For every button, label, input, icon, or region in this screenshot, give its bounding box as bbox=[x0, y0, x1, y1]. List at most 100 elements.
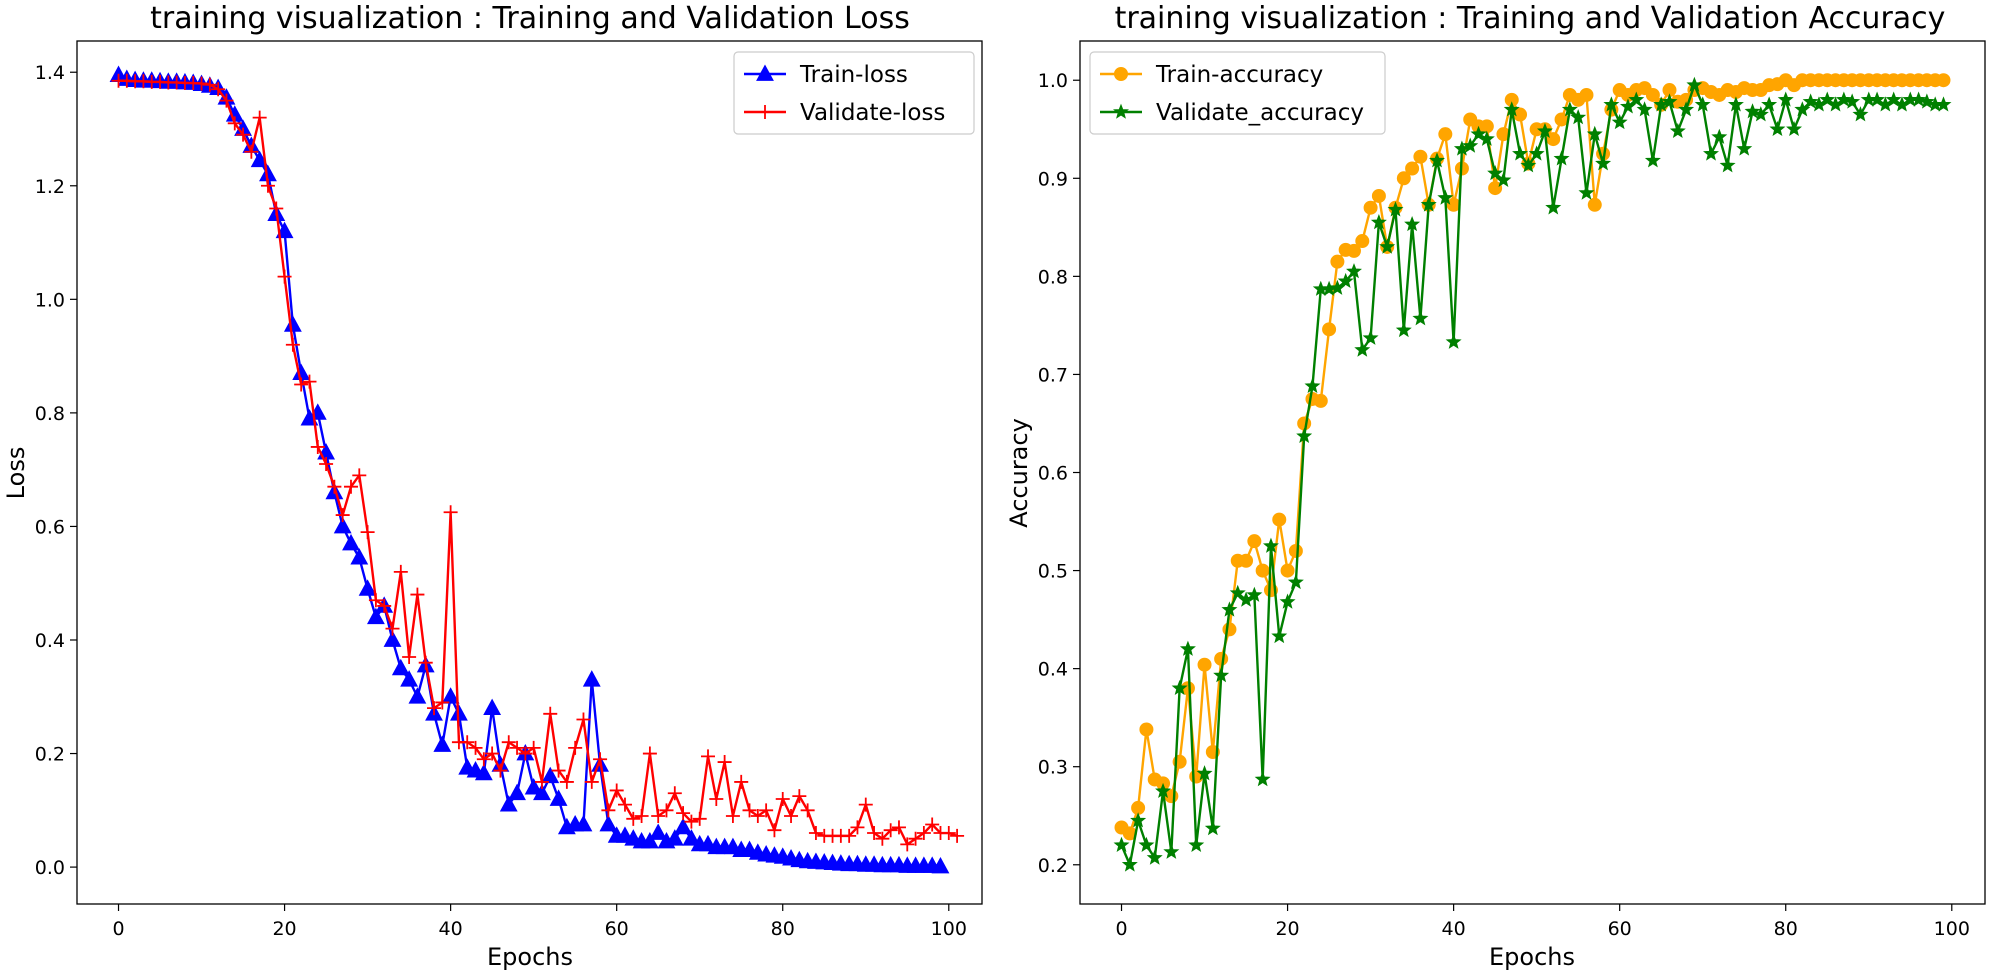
accuracy-series-line bbox=[1120, 83, 1944, 866]
accuracy-data-point bbox=[1280, 563, 1295, 578]
accuracy-data-point bbox=[1322, 322, 1337, 337]
accuracy-data-point bbox=[1371, 188, 1386, 203]
accuracy-data-point bbox=[1163, 843, 1180, 859]
accuracy-data-point bbox=[1786, 120, 1803, 137]
accuracy-ytick-label: 0.6 bbox=[1038, 463, 1068, 485]
loss-ytick-label: 1.2 bbox=[35, 176, 65, 198]
accuracy-ytick-label: 0.3 bbox=[1038, 757, 1068, 779]
loss-data-point bbox=[227, 116, 242, 131]
loss-data-point bbox=[626, 811, 641, 826]
loss-xtick-label: 40 bbox=[439, 918, 463, 940]
accuracy-data-point bbox=[1918, 93, 1935, 109]
accuracy-data-point bbox=[1363, 200, 1378, 215]
loss-data-point bbox=[474, 763, 493, 781]
accuracy-data-point bbox=[1121, 856, 1138, 872]
accuracy-data-point bbox=[1777, 91, 1794, 107]
loss-xtick-label: 80 bbox=[771, 918, 795, 940]
loss-data-point bbox=[875, 831, 890, 846]
accuracy-data-point bbox=[1445, 333, 1462, 349]
loss-data-point bbox=[319, 456, 334, 471]
accuracy-data-point bbox=[1346, 243, 1361, 258]
accuracy-data-point bbox=[1362, 329, 1379, 345]
loss-data-point bbox=[775, 791, 790, 806]
loss-data-point bbox=[784, 808, 799, 823]
loss-data-point bbox=[518, 746, 533, 761]
accuracy-data-point bbox=[1213, 667, 1230, 683]
accuracy-data-point bbox=[1271, 627, 1288, 644]
accuracy-data-point bbox=[1379, 238, 1396, 254]
accuracy-data-point bbox=[1595, 155, 1612, 171]
accuracy-data-point bbox=[1885, 91, 1902, 107]
accuracy-data-point bbox=[1247, 534, 1262, 549]
loss-series-line bbox=[118, 79, 958, 846]
loss-data-point bbox=[483, 698, 502, 715]
accuracy-data-point bbox=[1279, 593, 1296, 609]
accuracy-data-point bbox=[1561, 101, 1578, 117]
loss-data-point bbox=[808, 826, 823, 841]
loss-data-point bbox=[725, 808, 740, 823]
loss-series-2 bbox=[111, 73, 965, 852]
loss-ytick-label: 0.8 bbox=[35, 403, 65, 425]
accuracy-data-point bbox=[1910, 91, 1927, 107]
accuracy-data-point bbox=[1197, 657, 1212, 672]
accuracy-xtick-label: 100 bbox=[1934, 918, 1970, 940]
loss-data-point bbox=[427, 701, 442, 716]
loss-data-point bbox=[385, 621, 400, 636]
accuracy-data-point bbox=[1262, 537, 1279, 553]
loss-data-point bbox=[366, 607, 385, 625]
loss-data-point bbox=[549, 789, 568, 806]
loss-data-point bbox=[701, 749, 716, 764]
loss-data-point bbox=[593, 752, 608, 767]
loss-data-point bbox=[524, 778, 543, 795]
loss-data-point bbox=[717, 755, 732, 770]
loss-data-point bbox=[867, 826, 882, 841]
accuracy-ytick-label: 0.5 bbox=[1038, 561, 1068, 583]
accuracy-data-point bbox=[1628, 91, 1645, 107]
loss-data-point bbox=[891, 820, 906, 835]
accuracy-chart: training visualization : Training and Va… bbox=[1005, 1, 1986, 971]
accuracy-data-point bbox=[1437, 189, 1454, 205]
loss-data-point bbox=[640, 831, 659, 849]
accuracy-series-1 bbox=[1114, 73, 1951, 841]
loss-data-point bbox=[391, 658, 410, 676]
loss-ytick-label: 0.6 bbox=[35, 516, 65, 538]
accuracy-data-point bbox=[1413, 149, 1428, 164]
loss-data-point bbox=[493, 763, 508, 778]
loss-ytick-label: 0.0 bbox=[35, 857, 65, 879]
loss-series-1 bbox=[109, 65, 950, 874]
loss-data-point bbox=[343, 479, 358, 494]
loss-data-point bbox=[443, 505, 458, 520]
loss-data-point bbox=[485, 746, 500, 761]
accuracy-data-point bbox=[1139, 722, 1154, 737]
accuracy-chart-xlabel: Epochs bbox=[1489, 943, 1575, 971]
accuracy-data-point bbox=[1429, 152, 1446, 168]
loss-data-point bbox=[541, 766, 560, 784]
accuracy-ytick-label: 0.4 bbox=[1038, 659, 1068, 681]
loss-data-point bbox=[734, 774, 749, 789]
accuracy-data-point bbox=[1254, 771, 1271, 787]
accuracy-ytick-label: 0.8 bbox=[1038, 266, 1068, 288]
accuracy-data-point bbox=[1644, 152, 1661, 168]
accuracy-data-point bbox=[1611, 114, 1628, 130]
loss-data-point bbox=[642, 746, 657, 761]
loss-data-point bbox=[925, 817, 940, 832]
accuracy-data-point bbox=[1239, 553, 1254, 568]
loss-data-point bbox=[750, 808, 765, 823]
loss-data-point bbox=[302, 374, 317, 389]
accuracy-data-point bbox=[1354, 341, 1371, 357]
loss-data-point bbox=[194, 76, 209, 91]
loss-data-point bbox=[292, 363, 311, 381]
loss-data-point bbox=[277, 269, 292, 284]
accuracy-data-point bbox=[1545, 199, 1562, 215]
accuracy-xtick-label: 80 bbox=[1774, 918, 1798, 940]
loss-data-point bbox=[408, 687, 427, 704]
accuracy-data-point bbox=[1188, 836, 1205, 852]
loss-data-point bbox=[435, 695, 450, 710]
loss-xtick-label: 100 bbox=[931, 918, 967, 940]
loss-data-point bbox=[236, 127, 251, 142]
accuracy-data-point bbox=[1404, 215, 1421, 232]
loss-data-point bbox=[900, 837, 915, 852]
loss-data-point bbox=[310, 439, 325, 454]
accuracy-data-point bbox=[1287, 573, 1304, 590]
loss-ytick-label: 0.4 bbox=[35, 630, 65, 652]
